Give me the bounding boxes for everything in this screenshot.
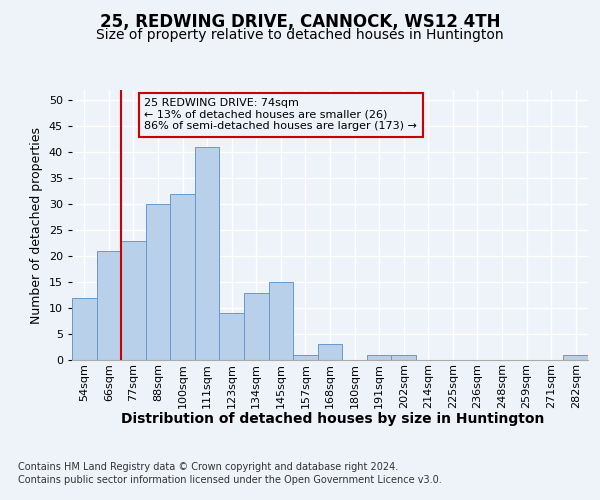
Bar [391,355,416,360]
Bar [170,194,195,360]
Bar [367,355,391,360]
Text: 25 REDWING DRIVE: 74sqm
← 13% of detached houses are smaller (26)
86% of semi-de: 25 REDWING DRIVE: 74sqm ← 13% of detache… [144,98,417,132]
Text: 25, REDWING DRIVE, CANNOCK, WS12 4TH: 25, REDWING DRIVE, CANNOCK, WS12 4TH [100,12,500,30]
Bar [293,355,318,360]
Bar [72,298,97,360]
Bar [220,314,244,360]
Text: Contains HM Land Registry data © Crown copyright and database right 2024.: Contains HM Land Registry data © Crown c… [18,462,398,472]
Bar [97,251,121,360]
Bar [269,282,293,360]
Bar [195,147,220,360]
Bar [146,204,170,360]
Text: Distribution of detached houses by size in Huntington: Distribution of detached houses by size … [121,412,545,426]
Y-axis label: Number of detached properties: Number of detached properties [30,126,43,324]
Text: Size of property relative to detached houses in Huntington: Size of property relative to detached ho… [96,28,504,42]
Bar [121,240,146,360]
Bar [563,355,588,360]
Bar [244,292,269,360]
Bar [318,344,342,360]
Text: Contains public sector information licensed under the Open Government Licence v3: Contains public sector information licen… [18,475,442,485]
